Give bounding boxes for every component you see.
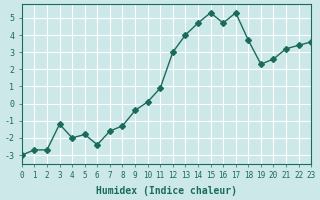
X-axis label: Humidex (Indice chaleur): Humidex (Indice chaleur)	[96, 186, 237, 196]
